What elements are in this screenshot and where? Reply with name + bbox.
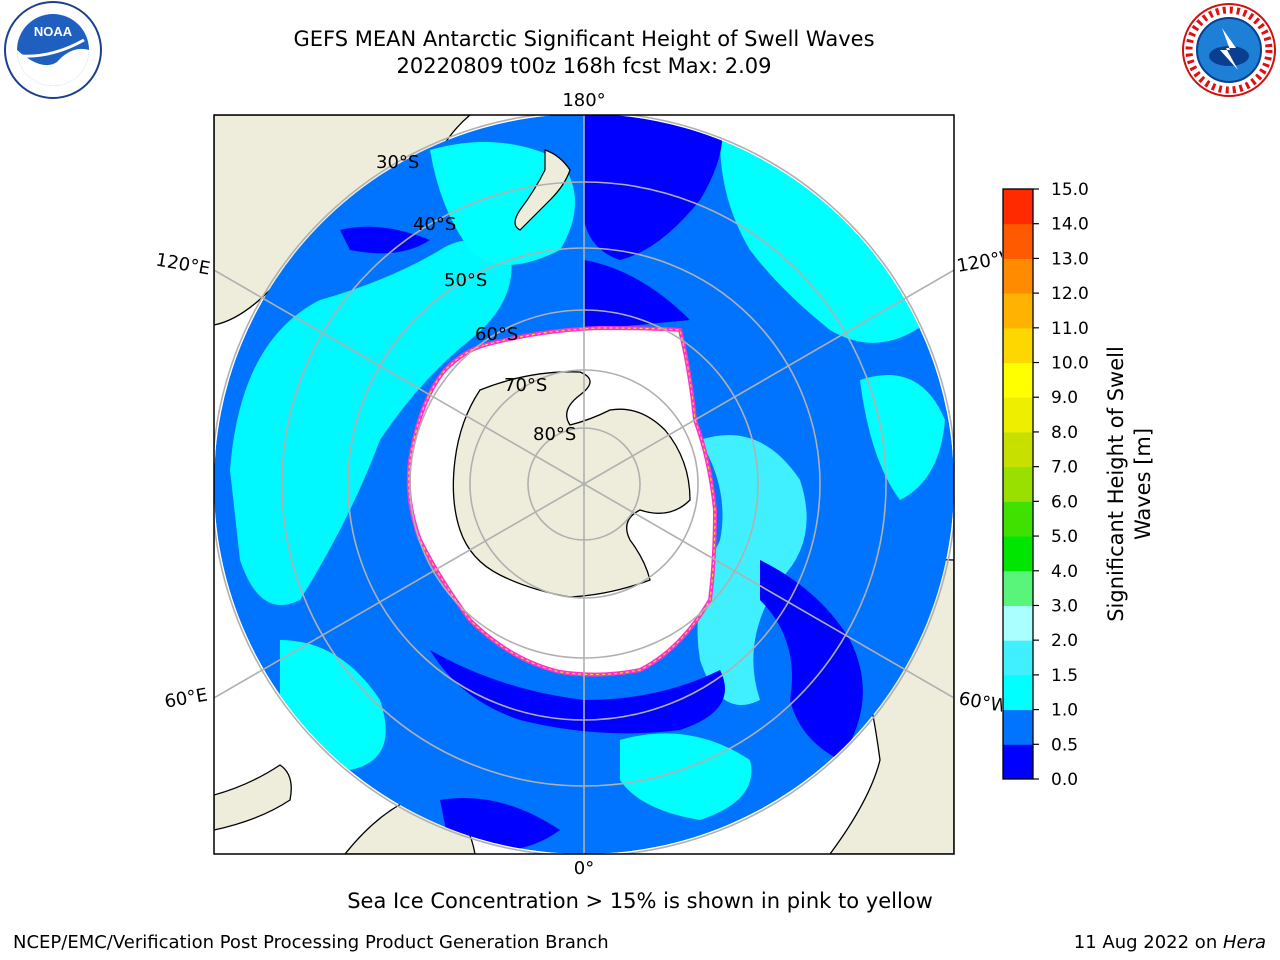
colorbar-segment <box>1003 362 1033 398</box>
swell-patch-4 <box>697 435 807 705</box>
lat-label-60s: 60°S <box>475 324 518 345</box>
colorbar-tick-label: 8.0 <box>1051 423 1078 443</box>
colorbar-tick-label: 4.0 <box>1051 562 1078 582</box>
colorbar-tick-label: 15.0 <box>1051 180 1089 200</box>
footer-date-text: 11 Aug 2022 on <box>1073 932 1223 953</box>
lat-label-50s: 50°S <box>444 270 487 291</box>
footer-organization: NCEP/EMC/Verification Post Processing Pr… <box>13 932 609 953</box>
colorbar-segment <box>1003 570 1033 606</box>
colorbar-tick-label: 14.0 <box>1051 215 1089 235</box>
colorbar-tick-label: 2.0 <box>1051 631 1078 651</box>
lon-label-bottom: 0° <box>574 858 594 879</box>
calm-patch-1 <box>584 115 723 260</box>
lat-label-70s: 70°S <box>504 375 547 396</box>
colorbar-segment <box>1003 431 1033 468</box>
lat-label-40s: 40°S <box>413 214 456 235</box>
colorbar-tick-label: 6.0 <box>1051 492 1078 512</box>
colorbar-segment <box>1003 744 1033 780</box>
lat-label-30s: 30°S <box>376 152 419 173</box>
colorbar-segment <box>1003 397 1033 433</box>
colorbar-label-line1: Significant Height of Swell <box>1104 346 1128 622</box>
colorbar-tick-label: 13.0 <box>1051 249 1089 269</box>
sea-ice-edge <box>408 327 716 676</box>
calm-patch-4 <box>760 560 863 760</box>
lon-label-top: 180° <box>562 90 605 111</box>
chart-title: GEFS MEAN Antarctic Significant Height o… <box>293 27 875 51</box>
lat-label-80s: 80°S <box>533 424 576 445</box>
colorbar-segment <box>1003 223 1033 259</box>
sea-ice-caption: Sea Ice Concentration > 15% is shown in … <box>347 889 933 913</box>
colorbar-segment <box>1003 605 1033 641</box>
colorbar-tick-label: 5.0 <box>1051 527 1078 547</box>
swell-patch-3 <box>720 140 930 343</box>
calm-patch-6 <box>340 226 430 254</box>
colorbar-tick-label: 11.0 <box>1051 319 1089 339</box>
footer-date: 11 Aug 2022 on Hera <box>1074 932 1266 953</box>
swell-patch-7 <box>860 375 945 500</box>
land-new-zealand <box>514 149 571 231</box>
swell-patch-1 <box>230 240 512 605</box>
colorbar-segment <box>1003 189 1033 225</box>
colorbar-tick-label: 0.0 <box>1051 770 1078 790</box>
footer-host: Hera <box>1222 932 1266 953</box>
colorbar-segment <box>1003 674 1033 711</box>
colorbar-tick-label: 1.0 <box>1051 701 1078 721</box>
colorbar-tick-label: 10.0 <box>1051 354 1089 374</box>
land-antarctica <box>452 371 691 598</box>
colorbar-label-line2: Waves [m] <box>1131 428 1155 540</box>
calm-patch-3 <box>430 650 725 734</box>
noaa-logo: NOAA <box>4 1 102 99</box>
swell-patch-2 <box>430 142 575 265</box>
colorbar-tick-label: 3.0 <box>1051 596 1078 616</box>
colorbar-tick-label: 0.5 <box>1051 735 1078 755</box>
colorbar-segment <box>1003 466 1033 502</box>
chart-subtitle: 20220809 t00z 168h fcst Max: 2.09 <box>396 54 772 78</box>
colorbar-segment <box>1003 258 1033 294</box>
colorbar-frame <box>1002 188 1034 780</box>
meridian-lines <box>214 115 954 854</box>
map-frame <box>213 114 955 855</box>
colorbar-segment <box>1003 501 1033 537</box>
colorbar-segment <box>1003 709 1033 745</box>
noaa-logo-text: NOAA <box>34 24 73 39</box>
colorbar-tick-label: 1.5 <box>1051 666 1078 686</box>
colorbar-segment <box>1003 327 1033 364</box>
colorbar-tick-label: 12.0 <box>1051 284 1089 304</box>
colorbar-segment <box>1003 293 1033 329</box>
colorbar-tick-label: 7.0 <box>1051 458 1078 478</box>
colorbar-segment <box>1003 536 1033 572</box>
nws-logo <box>1182 3 1276 97</box>
swell-patch-5 <box>280 640 386 770</box>
colorbar-tick-label: 9.0 <box>1051 388 1078 408</box>
colorbar-segment <box>1003 640 1033 676</box>
land-africa <box>214 764 292 831</box>
